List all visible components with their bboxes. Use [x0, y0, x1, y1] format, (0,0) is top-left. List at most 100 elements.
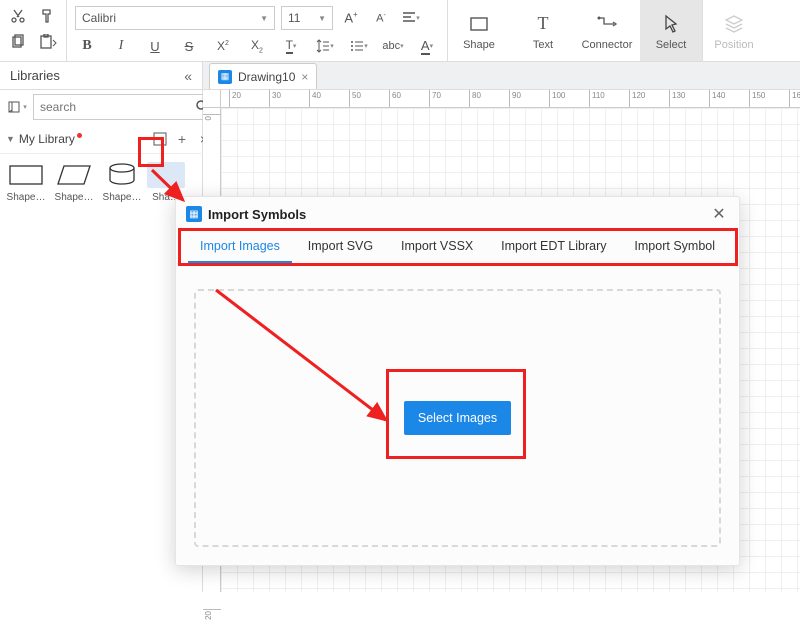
shape-preview-icon: [147, 162, 185, 188]
doc-icon: ▦: [218, 70, 232, 84]
ruler-tick: 30: [269, 90, 281, 107]
dialog-tab[interactable]: Import Images: [188, 231, 292, 263]
ruler-tick: 20: [229, 90, 241, 107]
ruler-tick: 150: [749, 90, 765, 107]
line-spacing-icon[interactable]: ▾: [313, 34, 337, 58]
select-tool[interactable]: Select: [640, 0, 702, 61]
libraries-sidebar: Libraries « ▾ ▼ My Library +: [0, 62, 203, 592]
shape-label: Shape…: [55, 192, 94, 203]
sidebar-title: Libraries: [10, 68, 184, 83]
shape-tool[interactable]: Shape: [448, 0, 510, 61]
connector-tool[interactable]: Connector: [576, 0, 638, 61]
document-tab[interactable]: ▦ Drawing10 ×: [209, 63, 317, 89]
text-tool-label: Text: [533, 39, 553, 51]
add-library-button[interactable]: +: [171, 128, 193, 150]
document-tabs: ▦ Drawing10 ×: [203, 62, 800, 90]
tab-close-icon[interactable]: ×: [301, 70, 308, 84]
align-icon[interactable]: ▾: [399, 6, 423, 30]
ruler-tick: 130: [669, 90, 685, 107]
select-images-button[interactable]: Select Images: [404, 401, 511, 435]
position-section: Position: [703, 0, 765, 61]
shape-label: Shape…: [7, 192, 46, 203]
connector-tool-label: Connector: [582, 39, 633, 51]
unsaved-dot-icon: [77, 133, 82, 138]
position-tool-label: Position: [714, 39, 753, 51]
font-color-icon[interactable]: A▾: [415, 34, 439, 58]
chevron-down-icon: ▼: [318, 14, 326, 23]
ruler-tick: 20: [203, 609, 221, 610]
format-painter-icon[interactable]: [36, 4, 60, 28]
increase-font-icon[interactable]: A+: [339, 6, 363, 30]
bullet-list-icon[interactable]: ▾: [347, 34, 371, 58]
top-toolbar: Calibri ▼ 11 ▼ A+ A- ▾ B I U S X2 X2 T▾ …: [0, 0, 800, 62]
dialog-close-button[interactable]: ✕: [709, 204, 729, 224]
decrease-font-icon[interactable]: A-: [369, 6, 393, 30]
ruler-tick: 90: [509, 90, 521, 107]
ruler-tick: 50: [349, 90, 361, 107]
library-picker-icon[interactable]: ▾: [5, 95, 29, 119]
ruler-tick: 100: [549, 90, 565, 107]
text-highlight-icon[interactable]: T▾: [279, 34, 303, 58]
font-section: Calibri ▼ 11 ▼ A+ A- ▾ B I U S X2 X2 T▾ …: [67, 0, 448, 61]
horizontal-ruler: 20 30 40 50 60 70 80 90 100 110 120 130 140 150 160: [203, 90, 800, 108]
collapse-sidebar-icon[interactable]: «: [184, 68, 192, 84]
dialog-tabs: Import ImagesImport SVGImport VSSXImport…: [176, 231, 739, 264]
shape-label: Shape…: [103, 192, 142, 203]
ruler-tick: 40: [309, 90, 321, 107]
chevron-down-icon: ▼: [260, 14, 268, 23]
text-icon: T: [538, 11, 549, 37]
bold-icon[interactable]: B: [75, 34, 99, 58]
ruler-tick: 60: [389, 90, 401, 107]
rect-shape-icon: [7, 162, 45, 188]
font-size-value: 11: [288, 11, 300, 25]
ruler-tick: 70: [429, 90, 441, 107]
font-size-dropdown[interactable]: 11 ▼: [281, 6, 333, 30]
dialog-tab[interactable]: Import EDT Library: [489, 231, 618, 263]
ruler-tick: 120: [629, 90, 645, 107]
connector-icon: [596, 11, 618, 37]
search-row: ▾: [0, 90, 221, 124]
library-name: My Library: [19, 132, 75, 146]
italic-icon[interactable]: I: [109, 34, 133, 58]
clear-format-icon[interactable]: abc▾: [381, 34, 405, 58]
underline-icon[interactable]: U: [143, 34, 167, 58]
select-tool-label: Select: [656, 39, 687, 51]
parallelogram-shape-icon: [55, 162, 93, 188]
tools-section: Shape T Text Connector Select: [448, 0, 703, 61]
text-tool[interactable]: T Text: [512, 0, 574, 61]
shape-item[interactable]: Shape…: [4, 162, 48, 203]
shape-item[interactable]: Shape…: [52, 162, 96, 203]
drop-zone[interactable]: Select Images: [194, 289, 721, 547]
copy-icon[interactable]: [6, 30, 30, 54]
rectangle-icon: [469, 11, 489, 37]
strikethrough-icon[interactable]: S: [177, 34, 201, 58]
import-library-button[interactable]: [149, 128, 171, 150]
sidebar-header: Libraries «: [0, 62, 202, 90]
ruler-tick: 140: [709, 90, 725, 107]
dialog-header: ▦ Import Symbols ✕: [176, 197, 739, 231]
dialog-tab[interactable]: Import Symbol: [622, 231, 727, 263]
search-input[interactable]: [40, 100, 195, 114]
ruler-tick: 160: [789, 90, 800, 107]
layers-icon: [723, 11, 745, 37]
font-family-dropdown[interactable]: Calibri ▼: [75, 6, 275, 30]
ruler-tick: 0: [203, 114, 221, 115]
dialog-tab[interactable]: Import SVG: [296, 231, 385, 263]
cylinder-shape-icon: [103, 162, 141, 188]
ruler-tick: 80: [469, 90, 481, 107]
tab-name: Drawing10: [238, 70, 295, 84]
cut-icon[interactable]: [6, 4, 30, 28]
my-library-row[interactable]: ▼ My Library + ×: [0, 124, 221, 154]
dialog-tab[interactable]: Import VSSX: [389, 231, 485, 263]
shape-item[interactable]: Shape…: [100, 162, 144, 203]
font-family-value: Calibri: [82, 11, 116, 25]
expand-triangle-icon[interactable]: ▼: [6, 134, 15, 144]
app-icon: ▦: [186, 206, 202, 222]
subscript-icon[interactable]: X2: [245, 34, 269, 58]
search-box[interactable]: [33, 94, 216, 120]
paste-icon[interactable]: [36, 30, 60, 54]
superscript-icon[interactable]: X2: [211, 34, 235, 58]
cursor-icon: [662, 11, 680, 37]
ruler-tick: 110: [589, 90, 605, 107]
shape-tool-label: Shape: [463, 39, 495, 51]
